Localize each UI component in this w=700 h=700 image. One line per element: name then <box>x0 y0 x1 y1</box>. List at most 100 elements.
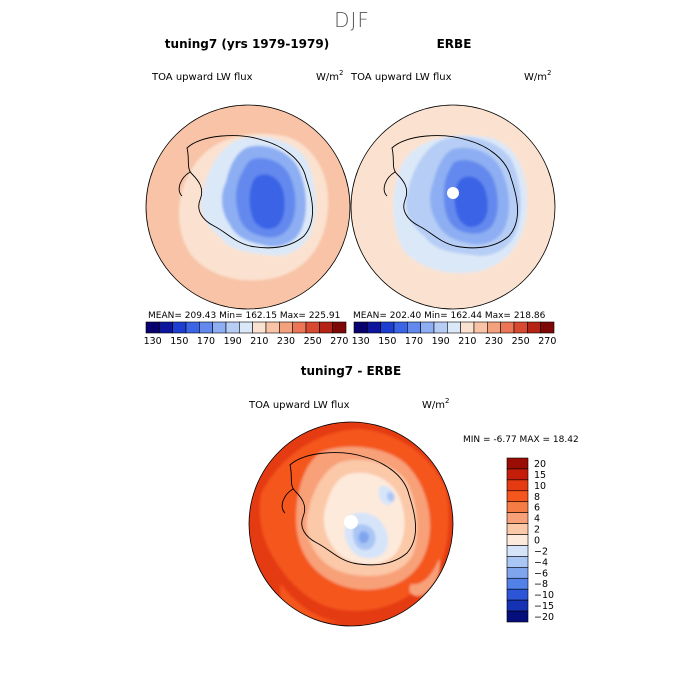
colorbar-swatch <box>506 545 529 557</box>
colorbar-swatch <box>225 321 240 334</box>
panel-difference: tuning7 - ERBE TOA upward LW flux W/m2 M… <box>248 364 579 627</box>
variable-label: TOA upward LW flux <box>248 400 350 411</box>
colorbar-tick-label: −6 <box>534 568 548 579</box>
colorbar-swatch <box>185 321 200 334</box>
colorbar-swatch <box>212 321 227 334</box>
colorbar-swatch <box>506 610 529 623</box>
figure-title: DJF <box>334 8 370 32</box>
colorbar-tick-label: 170 <box>197 336 215 347</box>
colorbar-tick-label: 6 <box>534 503 540 514</box>
polar-map <box>146 105 350 309</box>
colorbar-swatch <box>506 577 529 590</box>
colorbar-swatch <box>460 321 475 334</box>
units-base: W/m <box>524 72 547 83</box>
colorbar-swatch <box>506 457 529 470</box>
colorbar-tick-label: 210 <box>458 336 476 347</box>
colorbar-swatch <box>506 534 529 546</box>
colorbar-swatch <box>506 523 529 535</box>
variable-label: TOA upward LW flux <box>151 72 253 83</box>
colorbar-swatch <box>527 321 541 334</box>
units-base: W/m <box>422 400 445 411</box>
colorbar-tick-label: 270 <box>538 336 556 347</box>
colorbar: 130 150 170 190 210 230 250 270 <box>144 321 348 347</box>
units-label: W/m2 <box>316 69 343 83</box>
map-field-ice-min <box>462 192 480 215</box>
colorbar-tick-label: 150 <box>378 336 396 347</box>
colorbar-swatch <box>252 321 267 334</box>
colorbar-swatch <box>506 588 529 601</box>
colorbar-tick-label: 170 <box>405 336 423 347</box>
colorbar-tick-label: 190 <box>432 336 450 347</box>
colorbar-tick-label: 250 <box>304 336 322 347</box>
stats-text: MEAN= 202.40 Min= 162.44 Max= 218.86 <box>353 311 546 321</box>
map-field-ice-min <box>257 190 276 216</box>
polar-map <box>351 105 555 309</box>
stats-text: MIN = -6.77 MAX = 18.42 <box>463 435 579 445</box>
antarctica-coastline <box>178 135 314 249</box>
colorbar-swatch <box>332 321 347 334</box>
colorbar-swatch <box>506 479 529 492</box>
colorbar-swatch <box>380 321 395 334</box>
colorbar-tick-label: 230 <box>277 336 295 347</box>
polar-data-hole <box>344 515 358 529</box>
colorbar-tick-label: 20 <box>534 459 546 470</box>
colorbar-swatch <box>506 501 529 513</box>
panel-title: ERBE <box>437 37 472 51</box>
colorbar-tick-label: −2 <box>534 546 548 557</box>
colorbar-tick-label: −15 <box>534 601 554 612</box>
colorbar-swatch <box>420 321 435 334</box>
colorbar-tick-label: −10 <box>534 590 554 601</box>
colorbar-swatch <box>407 321 421 334</box>
antarctica-coastline <box>281 452 417 566</box>
variable-label: TOA upward LW flux <box>350 72 452 83</box>
colorbar-swatch <box>487 321 501 334</box>
colorbar-swatch <box>353 321 368 334</box>
colorbar-swatch <box>172 321 187 334</box>
colorbar-swatch <box>506 468 529 481</box>
colorbar-swatch <box>433 321 448 334</box>
colorbar-tick-label: 4 <box>534 514 540 525</box>
colorbar: 130 150 170 190 210 230 250 270 <box>352 321 556 347</box>
colorbar-swatch <box>540 321 555 334</box>
colorbar-swatch <box>265 321 280 334</box>
units-label: W/m2 <box>422 397 449 411</box>
units-exponent: 2 <box>445 397 449 405</box>
stats-text: MEAN= 209.43 Min= 162.15 Max= 225.91 <box>148 311 340 321</box>
colorbar-swatch <box>506 490 529 503</box>
colorbar-tick-label: 130 <box>352 336 370 347</box>
colorbar-swatch <box>500 321 515 334</box>
polar-data-hole <box>447 187 459 199</box>
panel-model: tuning7 (yrs 1979-1979) TOA upward LW fl… <box>144 37 351 347</box>
units-label: W/m2 <box>524 69 551 83</box>
map-border <box>350 104 556 310</box>
colorbar-swatch <box>447 321 461 334</box>
colorbar-tick-label: 8 <box>534 492 540 503</box>
colorbar-tick-label: 210 <box>250 336 268 347</box>
colorbar-swatch <box>393 321 408 334</box>
colorbar-swatch <box>279 321 293 334</box>
units-exponent: 2 <box>339 69 343 77</box>
colorbar-swatch <box>319 321 333 334</box>
colorbar-tick-label: 2 <box>534 525 540 536</box>
colorbar-swatch <box>159 321 173 334</box>
colorbar-swatch <box>506 599 529 612</box>
map-border <box>248 421 454 627</box>
panel-title: tuning7 - ERBE <box>301 364 402 378</box>
colorbar-swatch <box>292 321 307 334</box>
colorbar-swatch <box>199 321 213 334</box>
colorbar-swatch <box>506 512 529 524</box>
polar-map <box>249 422 453 626</box>
colorbar-tick-label: 270 <box>330 336 348 347</box>
colorbar-tick-label: 250 <box>512 336 530 347</box>
colorbar-tick-label: 15 <box>534 470 546 481</box>
colorbar-tick-label: 230 <box>485 336 503 347</box>
panel-obs: ERBE TOA upward LW flux W/m2 MEAN= 202.4… <box>350 37 556 347</box>
colorbar-swatch <box>506 567 529 579</box>
colorbar-tick-label: 0 <box>534 536 540 547</box>
colorbar-swatch <box>367 321 381 334</box>
colorbar-swatch <box>473 321 488 334</box>
colorbar-swatch <box>513 321 528 334</box>
map-field-ice-min <box>358 531 369 544</box>
